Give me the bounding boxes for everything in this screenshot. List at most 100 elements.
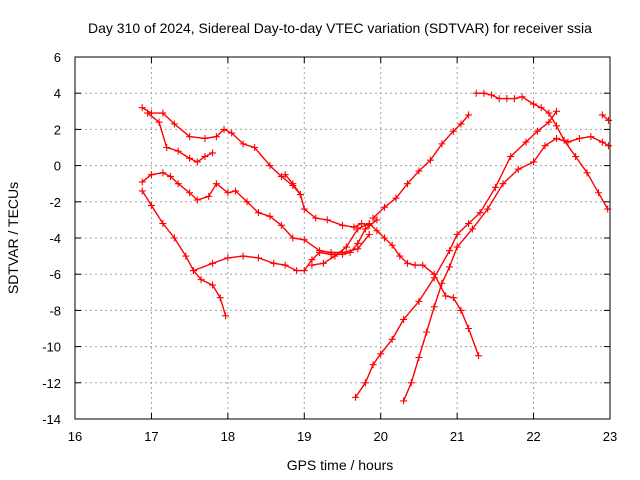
data-point: [251, 144, 259, 151]
data-point: [174, 147, 182, 155]
data-point: [327, 250, 335, 258]
data-series: [138, 89, 612, 405]
y-tick-label: 2: [54, 122, 61, 137]
data-point: [365, 230, 373, 238]
y-axis-label: SDTVAR / TECUs: [5, 182, 21, 294]
series-track-k: [472, 89, 612, 213]
data-point: [316, 248, 324, 256]
y-tick-label: -14: [42, 412, 61, 427]
data-point: [369, 214, 377, 222]
y-tick-label: 0: [54, 159, 61, 174]
data-point: [346, 248, 354, 256]
data-point: [296, 191, 304, 199]
series-line: [141, 107, 302, 196]
y-tick-label: -8: [49, 303, 61, 318]
data-point: [423, 328, 431, 336]
data-point: [201, 134, 209, 142]
data-point: [415, 353, 423, 361]
data-point: [365, 220, 373, 228]
data-point: [545, 109, 553, 117]
data-point: [369, 361, 377, 369]
data-point: [186, 154, 194, 162]
data-point: [147, 171, 155, 179]
x-tick-label: 19: [297, 429, 311, 444]
data-point: [442, 292, 450, 300]
data-point: [457, 306, 465, 314]
series-track-j: [400, 133, 612, 405]
series-line: [402, 135, 610, 402]
series-track-g: [308, 220, 483, 360]
data-point: [354, 225, 362, 233]
data-point: [449, 127, 457, 135]
series-track-e: [189, 216, 381, 275]
data-point: [518, 93, 526, 101]
series-line: [475, 92, 609, 210]
data-point: [167, 172, 175, 180]
data-point: [396, 252, 404, 260]
series-line: [354, 110, 558, 398]
data-point: [530, 158, 538, 166]
x-tick-label: 22: [526, 429, 540, 444]
data-point: [438, 279, 446, 287]
data-point: [361, 225, 369, 233]
data-point: [514, 165, 522, 173]
data-point: [232, 187, 239, 195]
data-point: [560, 136, 568, 144]
data-point: [174, 180, 182, 188]
data-point: [358, 220, 366, 228]
data-point: [254, 254, 262, 262]
data-point: [205, 192, 213, 200]
data-point: [480, 89, 488, 97]
data-point: [361, 379, 369, 387]
data-point: [392, 194, 400, 202]
data-point: [430, 274, 438, 282]
data-point: [533, 127, 541, 135]
data-point: [465, 111, 473, 119]
data-point: [159, 109, 167, 117]
data-point: [453, 243, 461, 251]
data-point: [147, 201, 155, 209]
data-point: [331, 252, 339, 260]
data-point: [289, 234, 297, 242]
data-point: [293, 267, 301, 275]
data-point: [530, 100, 538, 108]
series-track-c: [138, 169, 373, 256]
data-point: [144, 109, 152, 117]
data-point: [419, 261, 427, 269]
data-point: [270, 259, 278, 267]
data-point: [572, 153, 580, 161]
data-point: [604, 116, 612, 124]
data-point: [403, 259, 411, 267]
data-point: [411, 261, 419, 269]
data-point: [510, 95, 518, 103]
series-track-i: [351, 107, 560, 401]
data-point: [212, 133, 220, 141]
data-point: [598, 111, 606, 119]
series-line: [146, 112, 214, 163]
data-point: [323, 216, 331, 224]
y-tick-label: -2: [49, 195, 61, 210]
data-point: [220, 125, 228, 133]
y-tick-label: -12: [42, 376, 61, 391]
data-point: [201, 153, 209, 161]
x-axis-label: GPS time / hours: [287, 457, 394, 473]
data-point: [541, 142, 549, 150]
series-line: [372, 114, 470, 219]
data-point: [575, 134, 583, 142]
data-point: [351, 393, 359, 401]
y-tick-label: 4: [54, 86, 61, 101]
data-point: [446, 247, 453, 255]
data-point: [453, 230, 461, 238]
data-point: [300, 267, 308, 275]
data-point: [308, 261, 316, 269]
data-point: [350, 223, 358, 231]
data-point: [342, 243, 350, 251]
y-tick-label: 6: [54, 50, 61, 65]
data-point: [403, 180, 411, 188]
data-point: [209, 149, 217, 157]
data-point: [300, 236, 308, 244]
data-point: [159, 220, 167, 228]
data-point: [407, 379, 415, 387]
data-point: [465, 325, 473, 332]
data-point: [373, 227, 381, 235]
